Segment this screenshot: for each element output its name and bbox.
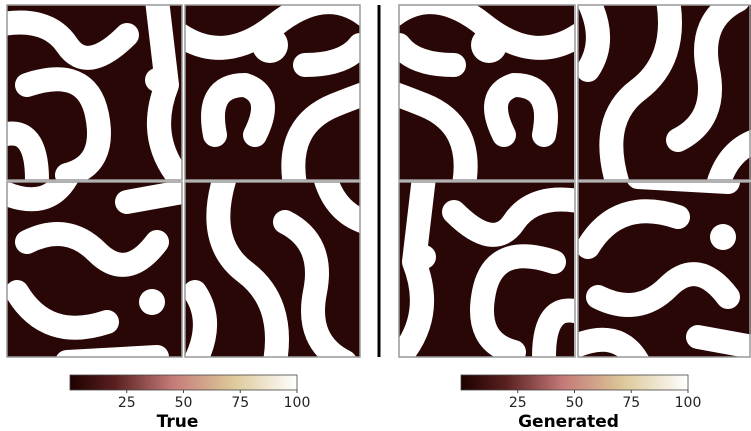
image-tile [185,177,365,362]
image-tile [578,0,751,185]
tick-label: 100 [675,395,702,411]
image-tile [386,2,579,185]
image-tile [2,177,182,362]
tick-label: 50 [175,395,193,411]
image-tile [399,177,584,357]
colorbar [461,375,688,390]
image-tile [573,177,751,362]
tick-label: 50 [566,395,584,411]
tick-label: 25 [509,395,527,411]
tick-label: 75 [231,395,249,411]
tick-label: 25 [118,395,136,411]
figure: 25 50 75 100 True 25 50 75 100 Generated [0,0,751,431]
panel-label: True [157,412,199,431]
image-tile [0,0,182,180]
tick-label: 75 [622,395,640,411]
tick-label: 100 [284,395,311,411]
image-tile [180,2,373,185]
panel-label: Generated [518,412,619,431]
colorbar [70,375,297,390]
